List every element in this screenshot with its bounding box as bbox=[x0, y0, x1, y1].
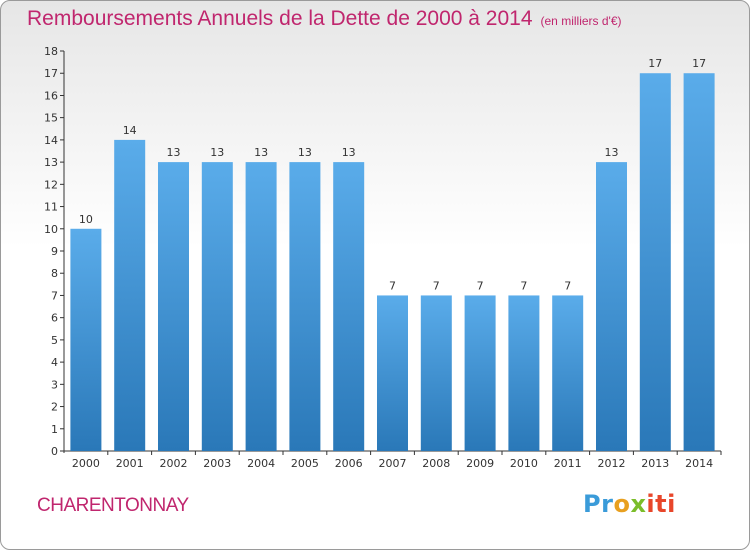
x-tick-label: 2004 bbox=[247, 457, 275, 470]
y-tick-label: 4 bbox=[51, 356, 58, 369]
logo-letters: o bbox=[613, 490, 631, 518]
x-tick-label: 2006 bbox=[335, 457, 363, 470]
bar bbox=[70, 228, 102, 451]
bars bbox=[70, 73, 715, 451]
x-tick-label: 2014 bbox=[685, 457, 713, 470]
y-tick-label: 3 bbox=[51, 378, 58, 391]
y-tick-label: 8 bbox=[51, 267, 58, 280]
data-label: 7 bbox=[520, 279, 527, 292]
y-tick-label: 10 bbox=[44, 223, 58, 236]
logo-letters: x bbox=[630, 490, 647, 518]
bar bbox=[596, 162, 627, 451]
x-axis: 2000 2001 2002 2003 2004 2005 2006 2007 2008 2009… bbox=[72, 451, 722, 470]
y-tick-label: 12 bbox=[44, 178, 58, 191]
bar bbox=[639, 73, 671, 451]
data-label: 13 bbox=[298, 146, 312, 159]
y-tick-label: 11 bbox=[44, 201, 58, 214]
bar bbox=[508, 295, 540, 451]
data-label: 17 bbox=[692, 57, 706, 70]
data-label: 7 bbox=[433, 279, 440, 292]
bar bbox=[420, 295, 452, 451]
data-labels: 10 14 13 13 13 13 13 7 7 7 7 7 13 17 17 bbox=[79, 57, 706, 292]
bar bbox=[114, 139, 146, 451]
x-tick-label: 2008 bbox=[422, 457, 450, 470]
proxiti-logo: Proxiti bbox=[583, 490, 676, 518]
logo-letters: Pr bbox=[583, 490, 614, 518]
data-label: 7 bbox=[564, 279, 571, 292]
data-label: 14 bbox=[123, 124, 137, 137]
x-tick-label: 2009 bbox=[466, 457, 494, 470]
x-tick-label: 2010 bbox=[510, 457, 538, 470]
bar bbox=[464, 295, 496, 451]
chart-title-text: Remboursements Annuels de la Dette de 20… bbox=[27, 7, 533, 30]
x-tick-label: 2013 bbox=[641, 457, 669, 470]
y-tick-label: 0 bbox=[51, 445, 58, 458]
y-tick-label: 5 bbox=[51, 334, 58, 347]
y-tick-label: 16 bbox=[44, 89, 58, 102]
x-tick-label: 2002 bbox=[160, 457, 188, 470]
bar bbox=[683, 73, 715, 451]
y-tick-label: 2 bbox=[51, 401, 58, 414]
bar bbox=[158, 162, 189, 451]
y-tick-label: 13 bbox=[44, 156, 58, 169]
data-label: 17 bbox=[648, 57, 662, 70]
y-tick-label: 7 bbox=[51, 289, 58, 302]
data-label: 13 bbox=[605, 146, 619, 159]
data-label: 7 bbox=[477, 279, 484, 292]
x-tick-label: 2000 bbox=[72, 457, 100, 470]
x-tick-label: 2001 bbox=[116, 457, 144, 470]
bar bbox=[289, 162, 321, 451]
y-tick-label: 6 bbox=[51, 312, 58, 325]
chart-title: Remboursements Annuels de la Dette de 20… bbox=[27, 7, 622, 31]
x-tick-label: 2007 bbox=[379, 457, 407, 470]
y-tick-label: 15 bbox=[44, 112, 58, 125]
data-label: 7 bbox=[389, 279, 396, 292]
x-tick-label: 2011 bbox=[554, 457, 582, 470]
data-label: 13 bbox=[210, 146, 224, 159]
bar bbox=[377, 295, 408, 451]
data-label: 13 bbox=[342, 146, 356, 159]
x-tick-label: 2003 bbox=[203, 457, 231, 470]
commune-name: CHARENTONNAY bbox=[37, 495, 189, 516]
x-tick-label: 2012 bbox=[598, 457, 626, 470]
y-tick-label: 17 bbox=[44, 67, 58, 80]
logo-letters: iti bbox=[646, 490, 676, 518]
y-tick-label: 9 bbox=[51, 245, 58, 258]
y-tick-label: 14 bbox=[44, 134, 58, 147]
data-label: 10 bbox=[79, 213, 93, 226]
bar bbox=[552, 295, 584, 451]
y-tick-label: 18 bbox=[44, 45, 58, 58]
data-label: 13 bbox=[167, 146, 181, 159]
x-tick-label: 2005 bbox=[291, 457, 319, 470]
chart-unit: (en milliers d'€) bbox=[540, 14, 622, 28]
data-label: 13 bbox=[254, 146, 268, 159]
bar bbox=[201, 162, 233, 451]
bar bbox=[245, 162, 277, 451]
y-tick-label: 1 bbox=[51, 423, 58, 436]
bar bbox=[333, 162, 365, 451]
